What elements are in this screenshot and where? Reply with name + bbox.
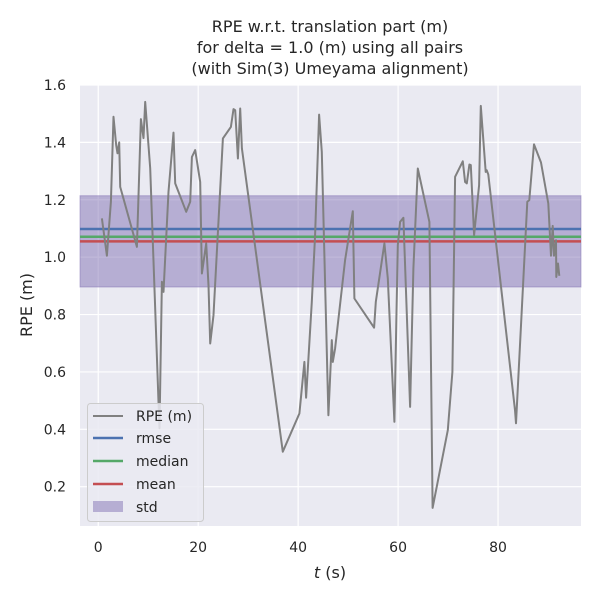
legend-swatch-std [93,501,123,512]
legend: RPE (m) rmse median mean std [87,403,204,522]
y-tick-label: 1.2 [44,193,66,209]
x-tick-label: 0 [94,540,103,556]
y-tick-label: 0.6 [44,365,66,381]
x-tick-label: 40 [289,540,307,556]
x-tick-label: 80 [489,540,507,556]
y-tick-label: 0.8 [44,308,66,324]
series-group [100,100,561,509]
chart-title-line-2: for delta = 1.0 (m) using all pairs [197,38,463,57]
chart-title-line-3: (with Sim(3) Umeyama alignment) [191,59,468,78]
chart-title-line-1: RPE w.r.t. translation part (m) [212,17,448,36]
y-tick-label: 0.4 [44,422,66,438]
x-axis-label-var: t [314,563,321,582]
stat-lines [80,227,581,243]
y-tick-label: 1.6 [44,78,66,94]
x-axis-label: t (s) [314,563,346,582]
tick-labels: 0 20 40 60 80 0.2 0.4 0.6 0.8 1.0 1.2 1.4 1.6 [44,78,507,556]
y-axis-label: RPE (m) [17,273,36,337]
legend-label-std: std [136,500,158,516]
x-axis-label-unit: (s) [320,563,346,582]
legend-label-mean: mean [136,477,176,493]
y-tick-label: 1.0 [44,250,66,266]
x-tick-label: 60 [389,540,407,556]
legend-label-rmse: rmse [136,431,171,447]
x-tick-label: 20 [189,540,207,556]
legend-label-median: median [136,454,188,470]
rpe-series-line [100,100,561,509]
legend-label-rpe: RPE (m) [136,409,192,425]
y-tick-label: 1.4 [44,135,66,151]
legend-box [87,403,204,522]
y-tick-label: 0.2 [44,480,66,496]
